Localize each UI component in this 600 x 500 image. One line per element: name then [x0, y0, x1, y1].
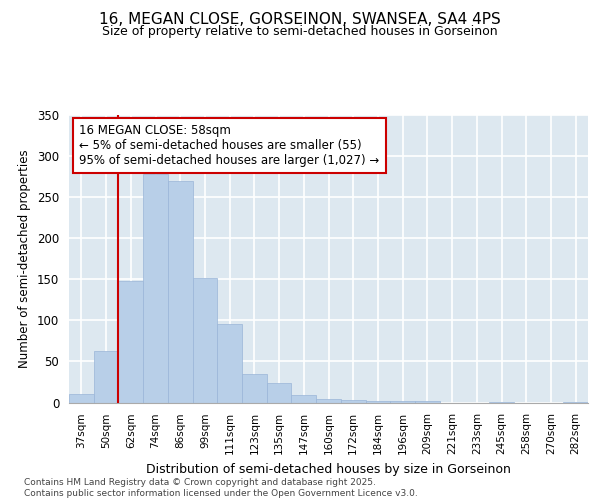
Bar — [118, 281, 143, 402]
Bar — [415, 401, 440, 402]
Bar — [316, 399, 341, 402]
Text: Contains HM Land Registry data © Crown copyright and database right 2025.
Contai: Contains HM Land Registry data © Crown c… — [24, 478, 418, 498]
Y-axis label: Number of semi-detached properties: Number of semi-detached properties — [19, 150, 31, 368]
Bar — [267, 383, 292, 402]
Bar — [193, 278, 217, 402]
Bar — [390, 401, 415, 402]
Text: 16 MEGAN CLOSE: 58sqm
← 5% of semi-detached houses are smaller (55)
95% of semi-: 16 MEGAN CLOSE: 58sqm ← 5% of semi-detac… — [79, 124, 380, 166]
Bar — [292, 395, 316, 402]
X-axis label: Distribution of semi-detached houses by size in Gorseinon: Distribution of semi-detached houses by … — [146, 462, 511, 475]
Bar — [365, 401, 390, 402]
Bar — [94, 351, 118, 403]
Bar — [69, 394, 94, 402]
Bar — [242, 374, 267, 402]
Bar — [217, 324, 242, 402]
Bar — [168, 180, 193, 402]
Text: Size of property relative to semi-detached houses in Gorseinon: Size of property relative to semi-detach… — [102, 25, 498, 38]
Bar — [341, 400, 365, 402]
Text: 16, MEGAN CLOSE, GORSEINON, SWANSEA, SA4 4PS: 16, MEGAN CLOSE, GORSEINON, SWANSEA, SA4… — [99, 12, 501, 28]
Bar — [143, 174, 168, 402]
